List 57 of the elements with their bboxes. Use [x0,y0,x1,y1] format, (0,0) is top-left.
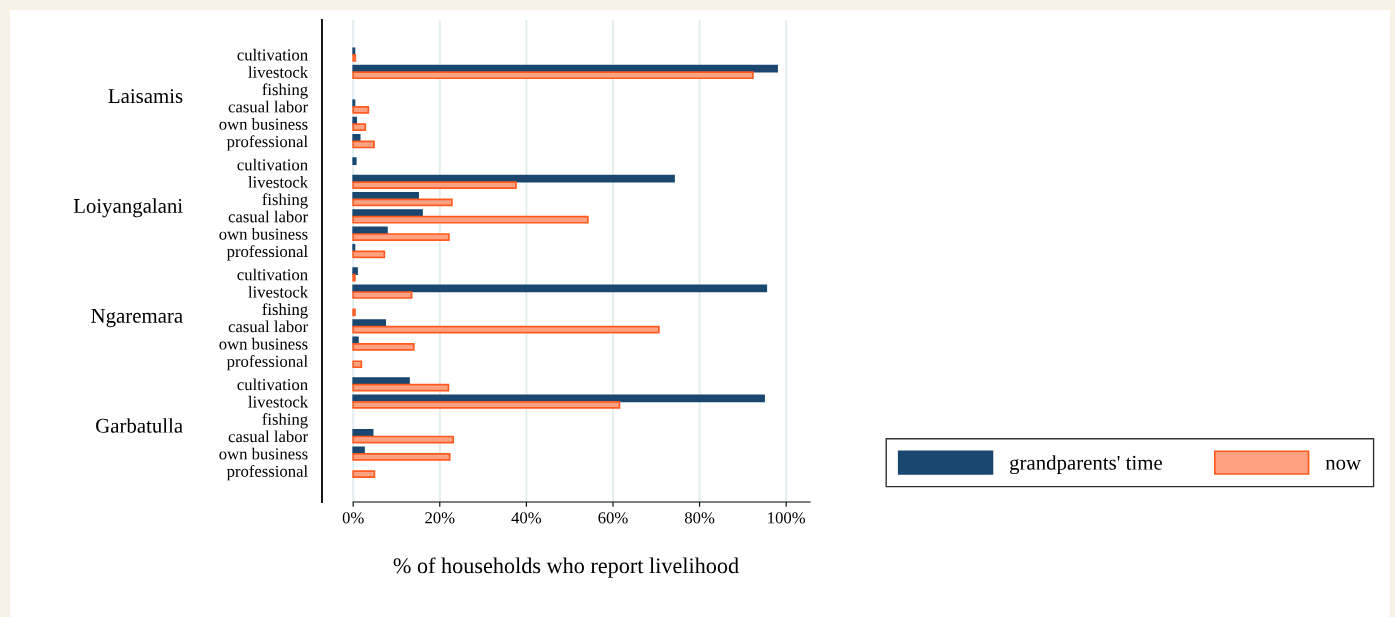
text: Laisamis [108,89,183,104]
bar [352,198,453,207]
x-tick-label: 80% [684,512,715,524]
x-tick-label: 100% [768,512,806,524]
bar [352,291,413,299]
y-tick-label: livestock [248,285,309,298]
y-tick-label: casual labor [228,210,308,223]
y-tick-label: fishing [262,413,308,429]
y-tick-label: casual labor [228,100,308,113]
y-tick-label: casual labor [228,430,308,443]
y-tick-label: fishing [262,83,308,99]
text: Ngaremara [91,308,183,328]
y-tick-label: own business [219,447,308,460]
x-axis-title: % of households who report livelihood [393,557,739,578]
bar [352,105,370,114]
bar [352,470,376,478]
text: Loiyangalani [73,198,183,218]
bar [352,435,455,444]
y-tick-label: cultivation [237,268,308,281]
bar [352,209,423,218]
y-tick-label: professional [226,245,308,261]
x-tick-label: 60% [598,512,628,524]
bar [352,343,415,351]
bar [352,215,589,224]
bar [352,181,517,189]
x-tick-label: 0% [342,512,364,524]
y-tick-label: own business [219,227,308,240]
y-tick-label: casual labor [228,320,308,333]
y-tick-label: fishing [262,193,308,209]
text: Garbatulla [96,418,183,433]
bar [352,325,660,334]
legend-label: now [1325,459,1361,470]
bar [352,446,365,455]
y-tick-label: own business [219,337,308,350]
y-tick-label: livestock [248,176,309,188]
bar [352,233,450,241]
x-tick-label: 40% [511,512,542,524]
bar [352,71,754,80]
bar [352,54,357,62]
y-tick-label: livestock [248,395,309,408]
y-tick-label: cultivation [237,158,308,171]
legend-label: grandparents' time [1010,455,1162,475]
bar [352,191,419,200]
bar [352,319,387,327]
bar [352,360,363,369]
y-tick-label: professional [226,464,308,481]
y-tick-label: own business [219,118,308,130]
y-tick-label: cultivation [237,378,308,391]
y-tick-label: cultivation [237,48,308,61]
bar [352,429,374,437]
y-tick-label: fishing [262,303,308,319]
bar [352,336,359,345]
x-tick-label: 20% [425,512,455,524]
y-tick-label: professional [226,135,308,151]
bar [352,452,451,461]
y-tick-label: livestock [248,66,309,78]
y-tick-label: professional [226,355,308,371]
